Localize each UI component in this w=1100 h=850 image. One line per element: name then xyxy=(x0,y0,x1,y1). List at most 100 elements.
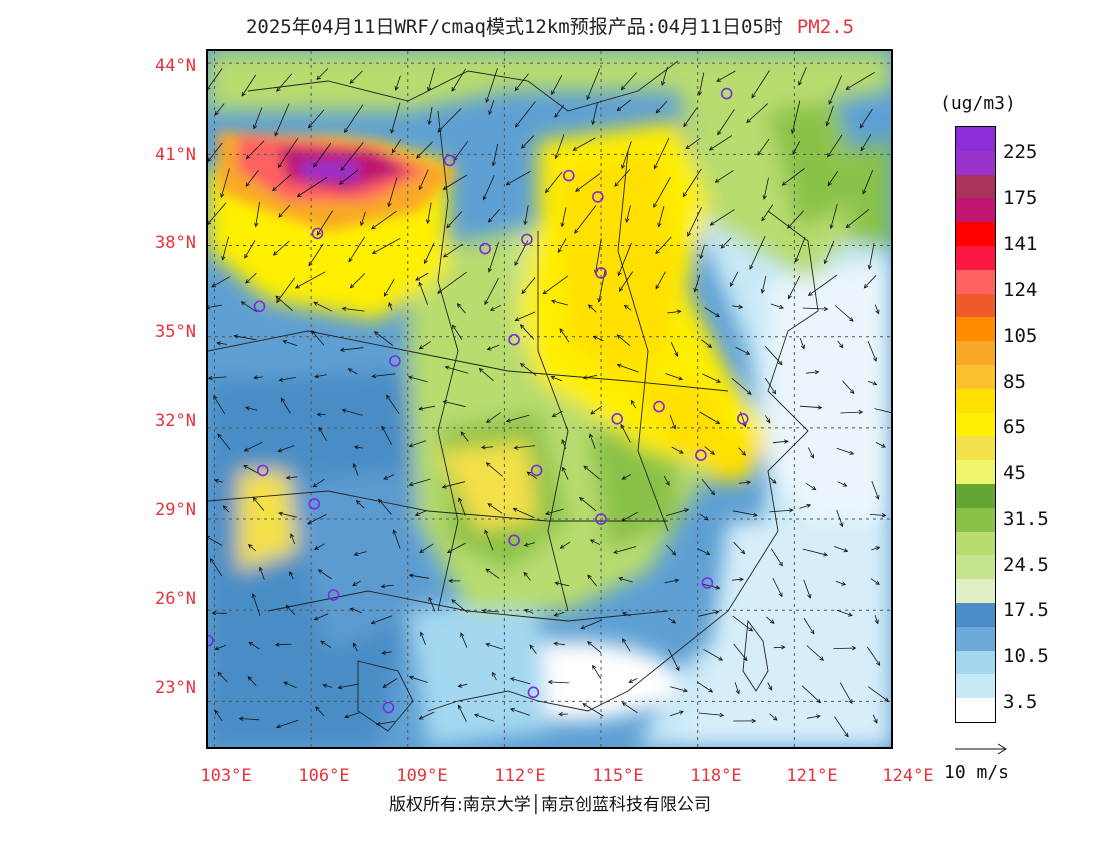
wind-arrow xyxy=(717,109,735,136)
wind-arrow xyxy=(805,482,817,491)
wind-arrow xyxy=(587,574,597,587)
wind-arrow xyxy=(709,209,735,226)
wind-arrow xyxy=(574,205,597,234)
wind-arrow xyxy=(371,210,397,230)
wind-arrow xyxy=(757,138,770,156)
wind-arrow xyxy=(807,274,838,296)
wind-arrow xyxy=(208,142,223,162)
wind-arrow xyxy=(714,170,734,183)
wind-arrow xyxy=(792,141,800,156)
wind-arrow xyxy=(349,70,363,84)
legend-swatch xyxy=(956,412,995,437)
wind-arrow xyxy=(514,311,536,322)
wind-arrow xyxy=(829,204,838,230)
wind-arrow xyxy=(448,578,461,584)
wind-arrow xyxy=(708,135,733,151)
wind-arrow xyxy=(620,423,631,443)
wind-arrow xyxy=(732,304,744,309)
wind-arrow xyxy=(482,174,495,201)
wind-arrow xyxy=(214,103,225,116)
wind-arrow xyxy=(867,242,875,270)
legend-swatch xyxy=(956,555,995,580)
wind-arrow xyxy=(835,580,847,586)
wind-arrow xyxy=(383,279,395,297)
wind-arrow xyxy=(275,295,293,311)
wind-arrow xyxy=(867,341,877,362)
wind-arrow xyxy=(456,303,466,314)
wind-arrow xyxy=(790,100,801,135)
wind-arrow xyxy=(460,632,468,648)
wind-arrow xyxy=(799,405,823,410)
wind-arrow xyxy=(762,177,769,200)
lon-label-106e: 106°E xyxy=(298,766,350,786)
wind-arrow xyxy=(446,542,466,554)
wind-arrow xyxy=(827,134,843,158)
wind-arrow xyxy=(542,275,569,295)
legend-swatch xyxy=(956,222,995,247)
wind-arrow xyxy=(704,446,715,455)
wind-arrow xyxy=(307,514,327,525)
wind-arrow xyxy=(551,410,563,418)
city-marker xyxy=(253,300,266,313)
wind-arrow xyxy=(579,497,597,512)
wind-arrow xyxy=(655,100,668,114)
wind-arrow xyxy=(313,613,329,621)
lat-label-41n: 41°N xyxy=(155,145,196,165)
pollution-map[interactable] xyxy=(206,49,893,749)
wind-arrow xyxy=(751,70,770,99)
wind-arrow xyxy=(828,75,842,105)
wind-arrow xyxy=(245,273,257,284)
wind-arrow xyxy=(344,104,364,134)
city-marker xyxy=(595,267,607,279)
wind-arrow xyxy=(451,599,468,614)
wind-arrow xyxy=(208,535,223,546)
wind-arrow xyxy=(867,646,881,667)
wind-arrow xyxy=(551,75,563,96)
wind-arrow xyxy=(580,619,603,630)
wind-arrow xyxy=(582,703,604,717)
legend-swatch xyxy=(956,484,995,509)
wind-arrow xyxy=(244,240,256,259)
wind-arrow xyxy=(823,240,835,265)
wind-arrow xyxy=(787,210,804,229)
legend-label: 17.5 xyxy=(1003,599,1049,621)
wind-arrow xyxy=(352,642,358,652)
wind-arrow xyxy=(592,664,602,680)
wind-arrow xyxy=(863,275,877,289)
wind-arrow xyxy=(520,135,535,149)
legend-swatch xyxy=(956,317,995,342)
wind-arrow xyxy=(671,446,684,454)
wind-arrow xyxy=(764,415,771,424)
wind-arrow xyxy=(805,370,820,375)
wind-arrow xyxy=(788,275,801,300)
lon-label-121e: 121°E xyxy=(786,766,838,786)
wind-arrow xyxy=(208,202,227,225)
wind-arrow xyxy=(487,241,500,273)
wind-arrow xyxy=(252,496,265,511)
wind-arrow xyxy=(661,66,668,86)
wind-arrow xyxy=(278,204,291,218)
wind-arrow xyxy=(408,675,428,683)
wind-arrow xyxy=(349,273,366,289)
wind-arrow xyxy=(769,713,778,721)
wind-arrow xyxy=(277,445,295,453)
legend-swatch xyxy=(956,269,995,295)
wind-arrow xyxy=(394,75,401,91)
lat-label-35n: 35°N xyxy=(155,322,196,342)
wind-arrow xyxy=(670,342,679,357)
wind-arrow xyxy=(442,243,464,258)
legend-swatch xyxy=(956,603,995,628)
wind-arrow xyxy=(208,375,227,381)
wind-arrow xyxy=(282,339,298,346)
wind-arrow xyxy=(589,433,596,449)
wind-arrow xyxy=(214,478,223,484)
wind-arrow xyxy=(733,718,757,724)
wind-arrow xyxy=(387,177,398,208)
wind-arrow xyxy=(278,377,296,382)
wind-arrow xyxy=(524,609,534,614)
wind-arrow xyxy=(452,324,463,340)
lat-label-44n: 44°N xyxy=(155,56,196,76)
wind-arrow xyxy=(208,304,222,310)
wind-arrow xyxy=(473,713,495,722)
wind-arrow xyxy=(214,645,227,651)
